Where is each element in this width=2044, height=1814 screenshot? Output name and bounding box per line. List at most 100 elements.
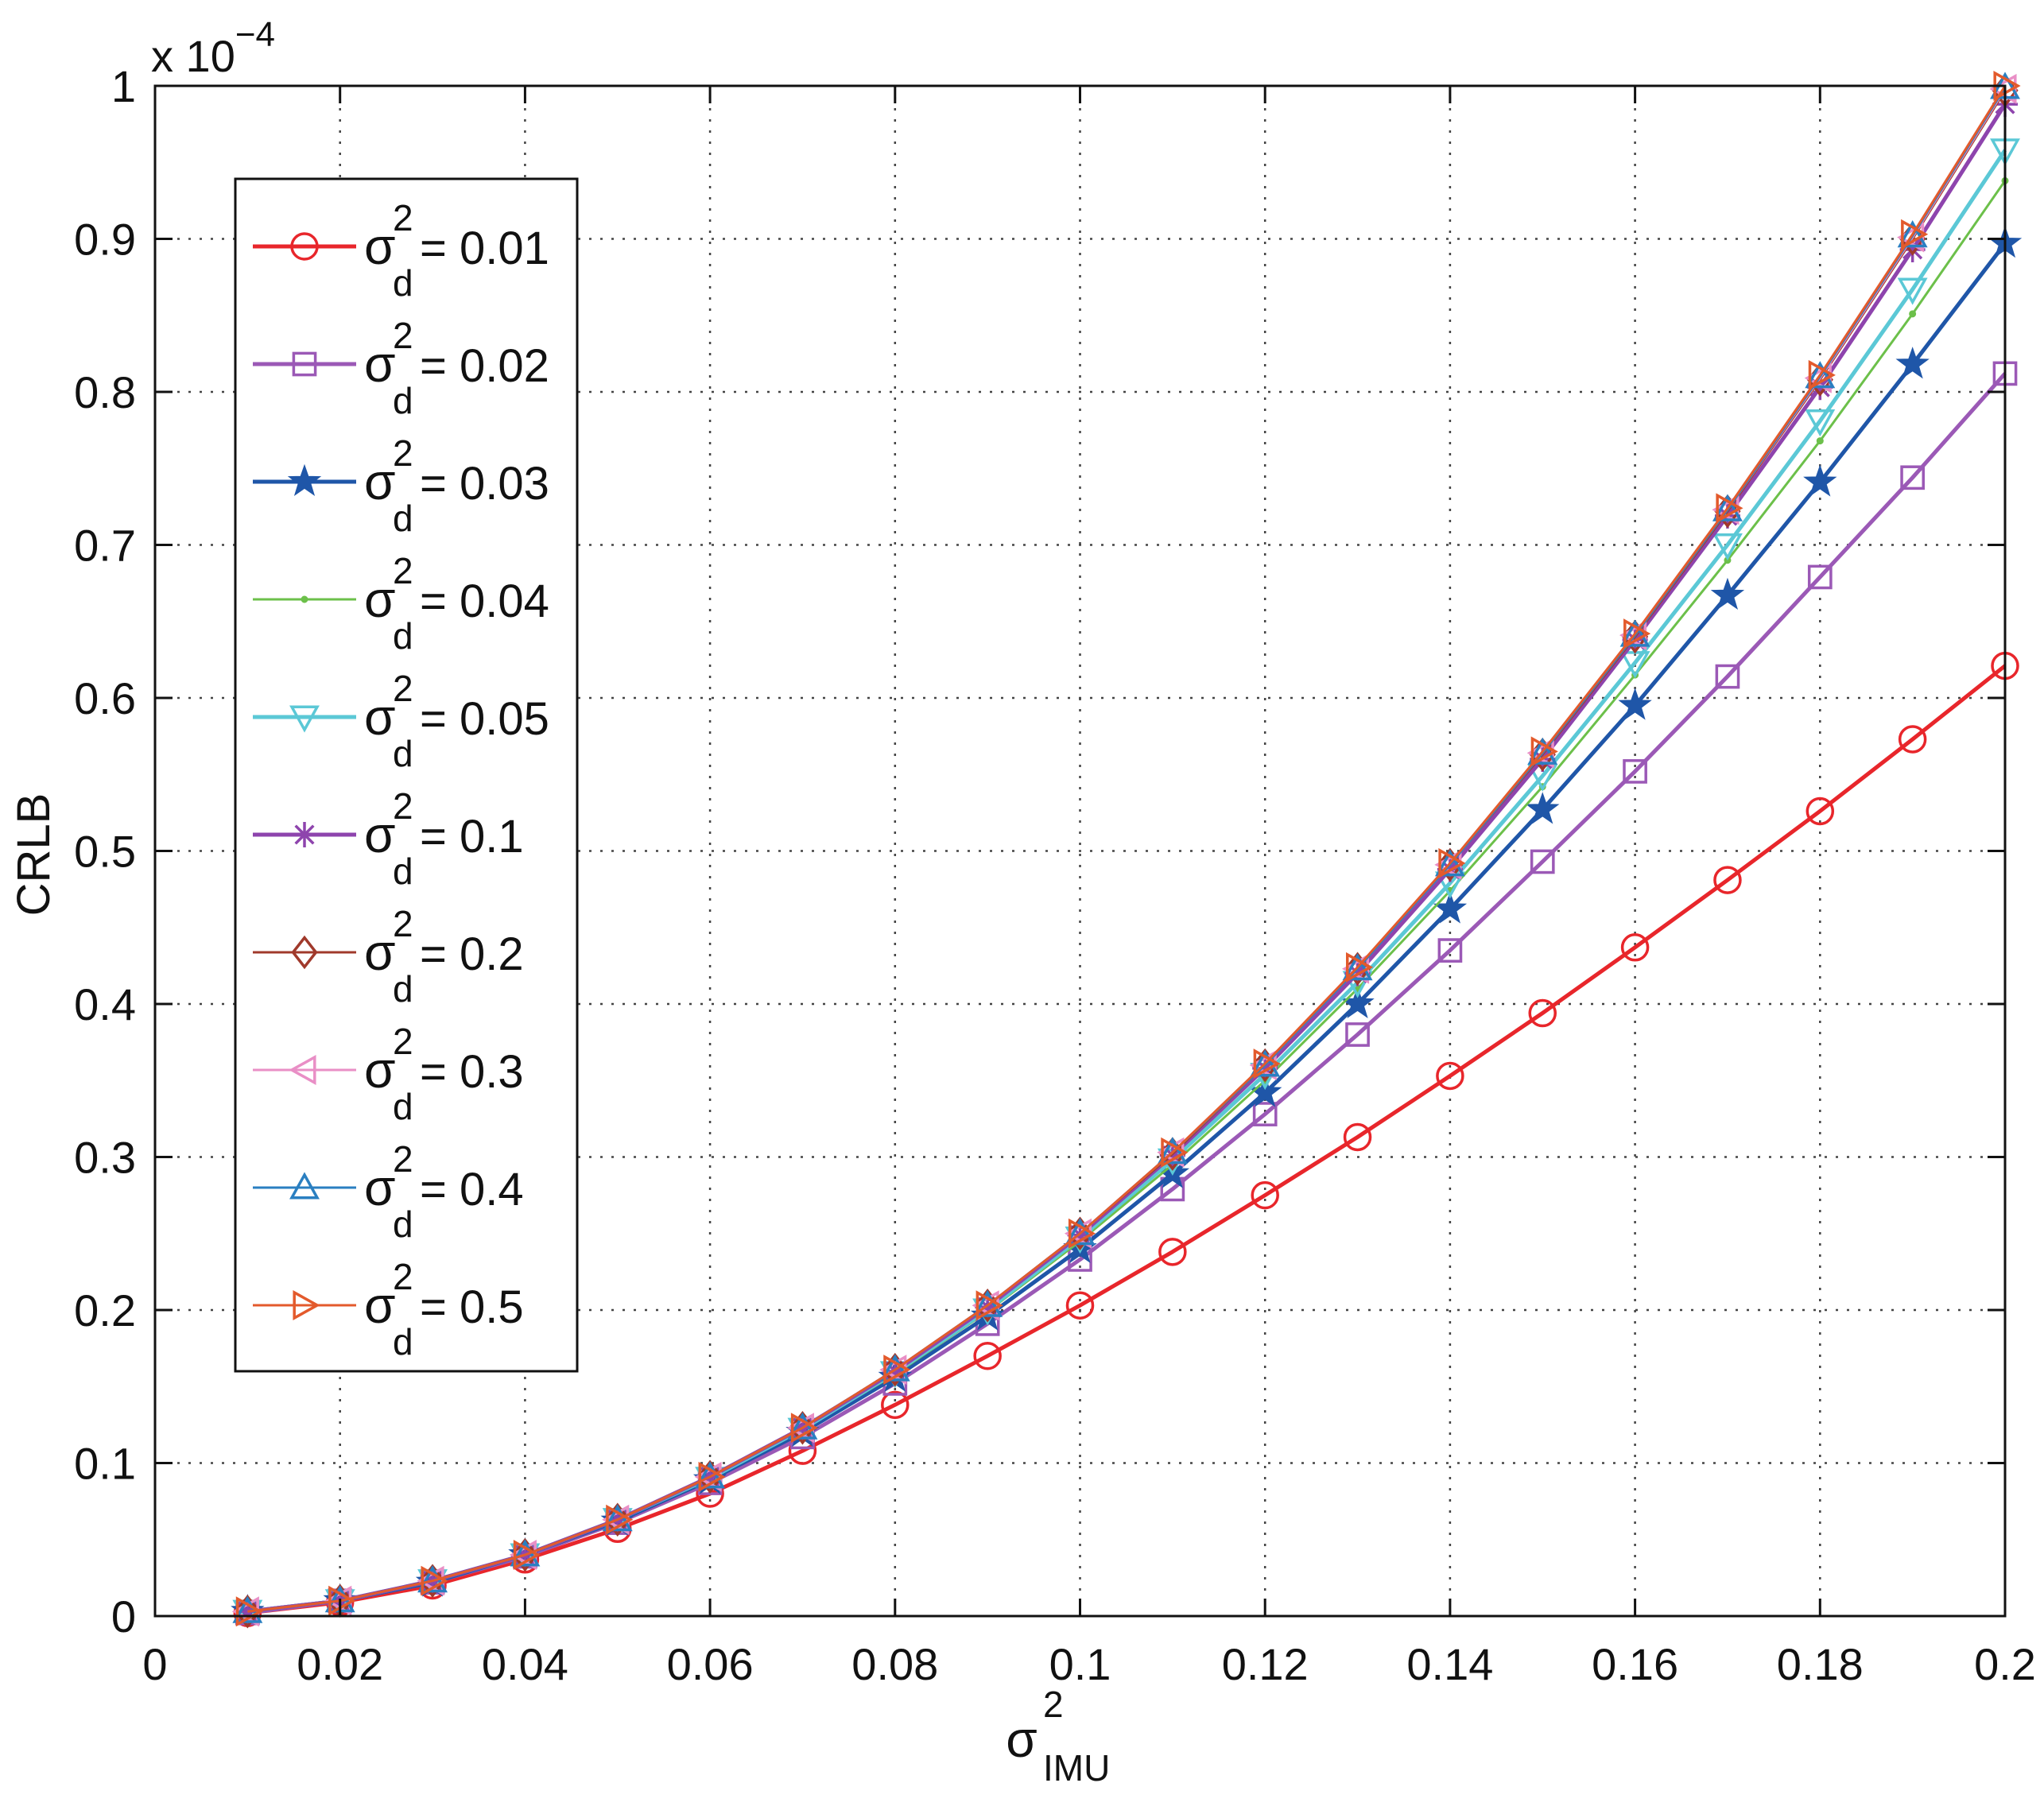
data-point-triangle-right (698, 1461, 726, 1492)
data-point-circle (1158, 1238, 1187, 1266)
legend-sigma: σ (364, 806, 396, 863)
legend-label: = 0.4 (420, 1164, 524, 1215)
data-point-triangle-up (1619, 619, 1650, 647)
x-tick-label: 0.18 (1777, 1639, 1864, 1689)
data-point-triangle-right (790, 1413, 819, 1444)
x-tick-label: 0.08 (851, 1639, 938, 1689)
data-point-triangle-right (1068, 1218, 1096, 1249)
data-point-dot (301, 595, 308, 603)
data-point-triangle-right (235, 1596, 263, 1627)
legend-superscript: 2 (393, 785, 413, 827)
data-point-triangle-right (328, 1585, 356, 1616)
x-axis-label-subscript: IMU (1043, 1747, 1110, 1789)
data-point-circle (1065, 1291, 1095, 1320)
data-point-square (292, 351, 317, 377)
legend-subscript: d (393, 498, 413, 539)
x-axis-label-superscript: 2 (1043, 1684, 1064, 1725)
series-lines (231, 71, 2023, 1629)
legend-sigma: σ (364, 1277, 396, 1334)
data-point-triangle-up (1157, 1137, 1188, 1165)
legend-sigma: σ (364, 1041, 396, 1099)
data-point-square (1623, 759, 1647, 784)
legend-subscript: d (393, 1204, 413, 1245)
y-multiplier-base: x 10 (151, 31, 235, 81)
legend-subscript: d (393, 1321, 413, 1362)
data-point-triangle-right (606, 1504, 634, 1535)
legend-sigma: σ (364, 1159, 396, 1216)
data-point-triangle-right (883, 1355, 911, 1386)
data-point-triangle-up (972, 1289, 1003, 1317)
legend-superscript: 2 (393, 1256, 413, 1297)
legend-superscript: 2 (393, 668, 413, 709)
data-point-triangle-down (1897, 277, 1928, 305)
legend-subscript: d (393, 733, 413, 774)
data-point-square (1900, 465, 1926, 490)
legend-label: = 0.3 (420, 1046, 524, 1098)
y-tick-label: 0.5 (74, 827, 136, 877)
data-point-diamond (291, 935, 318, 970)
legend-subscript: d (393, 1086, 413, 1127)
data-point-triangle-right (1253, 1048, 1281, 1079)
data-point-triangle-up (1897, 220, 1928, 248)
data-point-triangle-right (1901, 219, 1929, 250)
data-point-triangle-up (695, 1461, 726, 1489)
legend-sigma: σ (364, 453, 396, 510)
data-point-circle (881, 1390, 910, 1420)
data-point-circle (1343, 1122, 1372, 1152)
data-point-triangle-up (289, 1172, 320, 1200)
legend-label: = 0.05 (420, 693, 549, 745)
y-tick-label: 0.9 (74, 215, 136, 265)
data-point-square (1345, 1022, 1370, 1047)
data-point-diamond (1066, 1216, 1094, 1250)
legend-subscript: d (393, 380, 413, 421)
data-point-triangle-up (1712, 494, 1743, 521)
data-point-triangle-up (1434, 849, 1465, 877)
legend-sigma: σ (364, 218, 396, 275)
data-point-triangle-right (1808, 359, 1836, 390)
legend-superscript: 2 (393, 1138, 413, 1180)
x-tick-label: 0.14 (1406, 1639, 1493, 1689)
legend-entry-4: σ2 d= 0.04 (253, 550, 549, 657)
legend-subscript: d (393, 968, 413, 1010)
data-point-triangle-left (289, 1055, 316, 1085)
legend-subscript: d (393, 262, 413, 304)
legend-entry-8: σ2 d= 0.3 (253, 1021, 524, 1127)
legend-label: = 0.5 (420, 1281, 524, 1333)
data-point-triangle-left (1897, 222, 1925, 253)
legend-subscript: d (393, 615, 413, 657)
x-tick-label: 0.16 (1592, 1639, 1678, 1689)
legend-label: = 0.2 (420, 928, 524, 980)
data-point-star (287, 463, 322, 497)
data-point-triangle-down (1712, 533, 1743, 561)
legend-label: = 0.04 (420, 576, 549, 627)
data-point-square (1252, 1102, 1278, 1126)
x-tick-label: 0 (142, 1639, 167, 1689)
data-point-star (1895, 347, 1930, 379)
legend-entry-6: σ2 d= 0.1 (253, 785, 524, 892)
legend-box (234, 177, 579, 1373)
data-point-triangle-down (1805, 409, 1836, 437)
y-tick-label: 0.2 (74, 1285, 136, 1335)
data-point-circle (290, 232, 319, 261)
data-point-triangle-right (293, 1290, 320, 1320)
data-point-star (1248, 1075, 1282, 1107)
data-point-star (1618, 688, 1652, 720)
legend-entry-9: σ2 d= 0.4 (253, 1138, 524, 1245)
data-point-circle (1898, 725, 1927, 754)
data-point-triangle-right (1623, 618, 1651, 649)
data-point-square (1437, 938, 1463, 963)
legend-superscript: 2 (393, 197, 413, 238)
legend-superscript: 2 (393, 432, 413, 474)
data-point-triangle-right (1346, 952, 1374, 983)
data-point-triangle-up (1527, 737, 1558, 765)
data-point-triangle-up (1805, 361, 1836, 389)
data-point-star (1710, 577, 1745, 610)
x-tick-label: 0.12 (1222, 1639, 1309, 1689)
y-tick-label: 0.4 (74, 979, 136, 1029)
legend-superscript: 2 (393, 1021, 413, 1062)
legend-superscript: 2 (393, 903, 413, 944)
data-point-circle (1436, 1061, 1464, 1091)
data-point-triangle-down (289, 705, 320, 733)
series-10 (235, 71, 2021, 1627)
legend-label: = 0.01 (420, 223, 549, 274)
